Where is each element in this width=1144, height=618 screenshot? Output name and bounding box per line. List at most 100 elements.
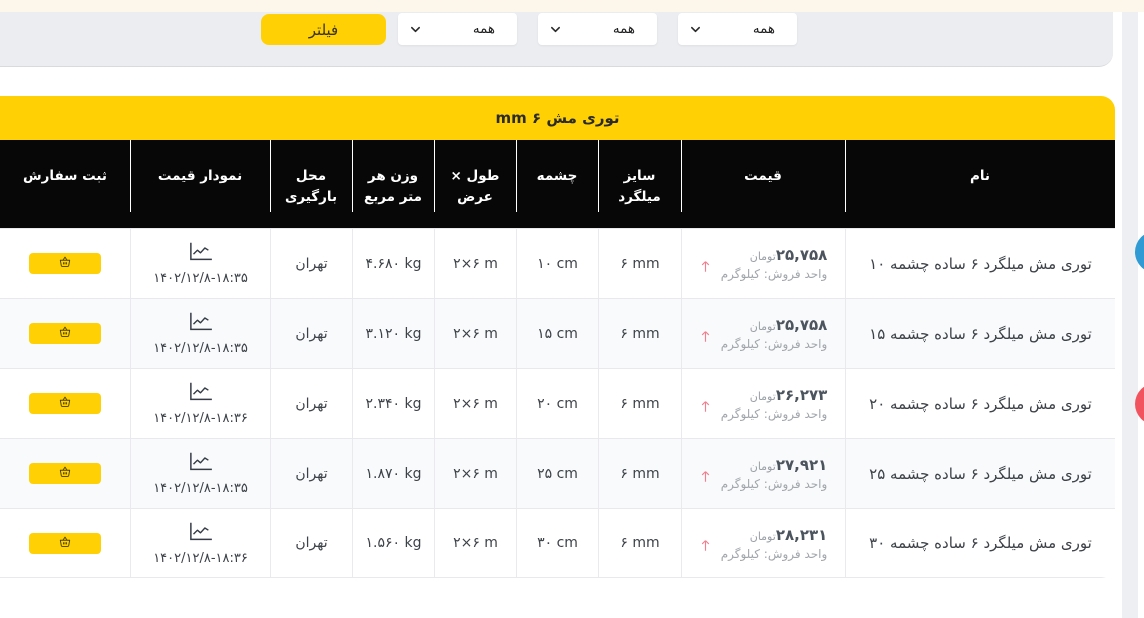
price-currency: تومان	[749, 390, 776, 403]
table-header-row: نام قیمت سایز میلگرد چشمه طول × عرض وزن …	[0, 140, 1115, 228]
price-chart-link[interactable]: ۱۴۰۲/۱۲/۸-۱۸:۳۵	[153, 241, 248, 286]
col-header-rebar-size: سایز میلگرد	[598, 140, 681, 228]
col-header-order: ثبت سفارش	[22, 168, 108, 184]
price-cell: ۲۶,۲۷۳تومان واحد فروش: کیلوگرم	[681, 369, 845, 438]
weight-value: ۲.۳۴۰ kg	[365, 395, 422, 412]
mesh-opening-value: ۳۰ cm	[537, 535, 578, 551]
table-title: توری مش ۶ mm	[0, 96, 1115, 140]
chevron-down-icon	[550, 24, 561, 35]
loading-location-value: تهران	[295, 255, 328, 272]
price-line: ۲۷,۹۲۱تومان	[750, 456, 828, 474]
table-row: توری مش میلگرد ۶ ساده چشمه ۲۵ ۲۷,۹۲۱توما…	[0, 438, 1115, 508]
col-header-mesh-opening: چشمه	[516, 140, 598, 228]
col-header-weight: وزن هر متر مربع	[352, 140, 434, 228]
price-value: ۲۸,۲۳۱	[775, 525, 828, 544]
price-chart-cell: ۱۴۰۲/۱۲/۸-۱۸:۳۶	[130, 369, 270, 438]
col-header-price: قیمت	[681, 140, 845, 228]
price-cell: ۲۵,۷۵۸تومان واحد فروش: کیلوگرم	[681, 299, 845, 368]
basket-icon	[58, 325, 72, 342]
dimensions-value: ۲×۶ m	[453, 465, 498, 482]
loading-location-value: تهران	[295, 395, 328, 412]
filter-select-3-value: همه	[472, 21, 495, 37]
rebar-size-value: ۶ mm	[620, 325, 660, 342]
basket-icon	[58, 255, 72, 272]
line-chart-icon	[187, 311, 214, 336]
loading-location-value: تهران	[295, 465, 328, 482]
line-chart-icon	[187, 451, 214, 476]
price-chart-link[interactable]: ۱۴۰۲/۱۲/۸-۱۸:۳۵	[153, 311, 248, 356]
price-cell: ۲۵,۷۵۸تومان واحد فروش: کیلوگرم	[681, 229, 845, 298]
arrow-up-icon	[700, 469, 711, 483]
mesh-opening-value: ۱۵ cm	[537, 325, 578, 342]
col-header-loading-location: محل بارگیری	[270, 140, 352, 228]
weight-value: ۱.۵۶۰ kg	[365, 535, 422, 551]
rebar-size-value: ۶ mm	[620, 395, 660, 412]
sale-unit: واحد فروش: کیلوگرم	[720, 477, 828, 491]
price-chart-date: ۱۴۰۲/۱۲/۸-۱۸:۳۵	[153, 341, 248, 356]
price-chart-cell: ۱۴۰۲/۱۲/۸-۱۸:۳۵	[130, 439, 270, 508]
order-button[interactable]	[29, 463, 101, 484]
arrow-up-icon	[700, 259, 711, 273]
order-button[interactable]	[29, 393, 101, 414]
loading-location-value: تهران	[295, 325, 328, 342]
arrow-up-icon	[700, 538, 711, 552]
sale-unit: واحد فروش: کیلوگرم	[720, 407, 828, 421]
filter-panel: همه همه همه فیلتر	[0, 12, 1113, 67]
table-row: توری مش میلگرد ۶ ساده چشمه ۱۰ ۲۵,۷۵۸توما…	[0, 228, 1115, 298]
price-line: ۲۵,۷۵۸تومان	[750, 246, 828, 264]
price-line: ۲۵,۷۵۸تومان	[750, 316, 828, 334]
arrow-up-icon	[700, 329, 711, 343]
dimensions-value: ۲×۶ m	[453, 395, 498, 412]
price-currency: تومان	[749, 320, 776, 333]
table-row: توری مش میلگرد ۶ ساده چشمه ۲۰ ۲۶,۲۷۳توما…	[0, 368, 1115, 438]
floating-red-button[interactable]	[1135, 383, 1144, 425]
price-value: ۲۶,۲۷۳	[775, 386, 828, 404]
price-chart-date: ۱۴۰۲/۱۲/۸-۱۸:۳۶	[153, 550, 248, 566]
table-row: توری مش میلگرد ۶ ساده چشمه ۱۵ ۲۵,۷۵۸توما…	[0, 298, 1115, 368]
right-background-strip	[1122, 12, 1138, 618]
sale-unit: واحد فروش: کیلوگرم	[720, 337, 828, 351]
order-button[interactable]	[29, 253, 101, 274]
product-name: توری مش میلگرد ۶ ساده چشمه ۲۵	[845, 439, 1115, 508]
price-chart-cell: ۱۴۰۲/۱۲/۸-۱۸:۳۶	[130, 509, 270, 577]
floating-blue-button[interactable]	[1135, 231, 1144, 273]
chevron-down-icon	[690, 24, 701, 35]
price-line: ۲۸,۲۳۱تومان	[750, 526, 828, 544]
price-value: ۲۷,۹۲۱	[775, 456, 828, 474]
price-chart-date: ۱۴۰۲/۱۲/۸-۱۸:۳۵	[153, 481, 248, 496]
weight-value: ۱.۸۷۰ kg	[365, 465, 422, 482]
filter-select-3[interactable]: همه	[398, 13, 517, 45]
price-currency: تومان	[749, 529, 776, 543]
order-button[interactable]	[29, 323, 101, 344]
line-chart-icon	[187, 521, 214, 546]
rebar-size-value: ۶ mm	[620, 255, 660, 272]
line-chart-icon	[187, 241, 214, 266]
price-currency: تومان	[749, 460, 776, 473]
filter-select-2[interactable]: همه	[538, 13, 657, 45]
dimensions-value: ۲×۶ m	[453, 325, 498, 342]
basket-icon	[58, 535, 72, 552]
arrow-up-icon	[700, 399, 711, 413]
line-chart-icon	[187, 381, 214, 406]
col-header-name: نام	[845, 140, 1115, 228]
sale-unit: واحد فروش: کیلوگرم	[720, 267, 828, 281]
price-chart-link[interactable]: ۱۴۰۲/۱۲/۸-۱۸:۳۶	[153, 381, 248, 426]
mesh-opening-value: ۲۵ cm	[537, 465, 578, 482]
order-button[interactable]	[29, 532, 101, 554]
filter-select-1[interactable]: همه	[678, 13, 797, 45]
mesh-opening-value: ۲۰ cm	[537, 395, 578, 412]
price-cell: ۲۸,۲۳۱تومان واحد فروش: کیلوگرم	[681, 509, 845, 577]
loading-location-value: تهران	[295, 535, 328, 551]
table-row: توری مش میلگرد ۶ ساده چشمه ۳۰ ۲۸,۲۳۱توما…	[0, 508, 1115, 578]
price-chart-link[interactable]: ۱۴۰۲/۱۲/۸-۱۸:۳۶	[153, 521, 248, 566]
product-name: توری مش میلگرد ۶ ساده چشمه ۳۰	[845, 509, 1115, 577]
dimensions-value: ۲×۶ m	[453, 255, 498, 272]
price-chart-link[interactable]: ۱۴۰۲/۱۲/۸-۱۸:۳۵	[153, 451, 248, 496]
price-cell: ۲۷,۹۲۱تومان واحد فروش: کیلوگرم	[681, 439, 845, 508]
price-line: ۲۶,۲۷۳تومان	[750, 386, 828, 404]
filter-button[interactable]: فیلتر	[261, 14, 386, 45]
col-header-dimensions: طول × عرض	[434, 140, 516, 228]
product-table-card: توری مش ۶ mm نام قیمت سایز میلگرد چشمه ط…	[0, 96, 1115, 578]
mesh-opening-value: ۱۰ cm	[537, 255, 578, 272]
